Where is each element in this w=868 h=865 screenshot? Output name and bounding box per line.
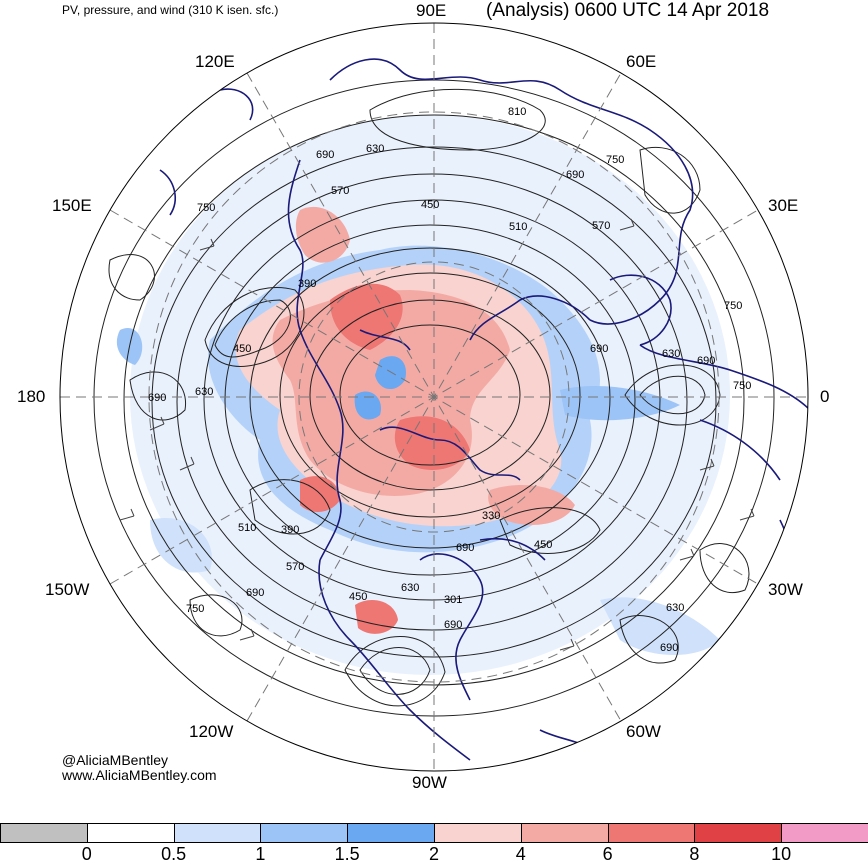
- contour-label: 630: [195, 386, 213, 398]
- colorbar-tick-label: 4: [515, 844, 526, 864]
- contour-label: 390: [298, 278, 316, 290]
- colorbar-segment: [260, 823, 349, 843]
- contour-label: 690: [590, 343, 608, 355]
- colorbar-segment: [607, 823, 696, 843]
- contour-label: 690: [697, 355, 715, 367]
- contour-label: 690: [148, 392, 166, 404]
- colorbar-segment: [0, 823, 88, 843]
- contour-label: 450: [534, 539, 552, 551]
- map-title: (Analysis) 0600 UTC 14 Apr 2018: [486, 0, 770, 21]
- contour-label: 690: [456, 542, 474, 554]
- contour-label: 450: [233, 343, 251, 355]
- colorbar-tick-label: 2: [428, 844, 440, 864]
- colorbar-tick-label: 0: [81, 844, 92, 864]
- pressure-contours: [93, 79, 775, 717]
- graticule: [60, 23, 808, 771]
- contour-label: 570: [286, 561, 304, 573]
- colorbar-segment: [520, 823, 609, 843]
- contour-label: 690: [566, 169, 584, 181]
- colorbar-segment: [694, 823, 783, 843]
- author-website[interactable]: www.AliciaMBentley.com: [62, 767, 217, 783]
- contour-label: 750: [733, 380, 751, 392]
- colorbar-segment: [434, 823, 522, 843]
- map-boundary: [59, 22, 809, 772]
- colorbar-tick-label: 10: [771, 844, 792, 864]
- lon-label-90w: 90W: [412, 773, 447, 792]
- lon-label-60e: 60E: [626, 52, 657, 71]
- contour-label: 630: [666, 602, 684, 614]
- contour-label: 750: [186, 603, 204, 615]
- coastlines: [159, 58, 808, 761]
- colorbar-tick-label: 1: [255, 844, 266, 864]
- contour-label: 630: [401, 582, 419, 594]
- colorbar-segment: [86, 823, 175, 843]
- contour-label: 750: [724, 300, 742, 312]
- lon-label-30e: 30E: [768, 196, 799, 215]
- wind-barbs: [119, 218, 755, 651]
- contour-label: 510: [509, 221, 527, 233]
- contour-label-group: 810 630 690 750 690 570 450 510 570 750 …: [148, 106, 751, 654]
- colorbar-tick-label: 0.5: [161, 844, 187, 864]
- colorbar-tick-label: 1.5: [334, 844, 360, 864]
- lon-label-150w: 150W: [45, 580, 90, 599]
- contour-label: 450: [349, 591, 367, 603]
- colorbar-segment: [173, 823, 262, 843]
- contour-label: 690: [444, 619, 462, 631]
- colorbar-segment: [781, 823, 868, 843]
- contour-label: 750: [606, 154, 624, 166]
- colorbar-tick-label: 8: [689, 844, 700, 864]
- map-subtitle: PV, pressure, and wind (310 K isen. sfc.…: [62, 3, 279, 17]
- pv-colorbar: [0, 823, 868, 843]
- contour-label: 390: [281, 524, 299, 536]
- contour-label: 510: [238, 522, 256, 534]
- contour-label: 450: [421, 199, 439, 211]
- contour-label: 690: [660, 642, 678, 654]
- lon-label-120w: 120W: [189, 722, 234, 741]
- contour-label: 570: [592, 220, 610, 232]
- lon-label-60w: 60W: [626, 722, 661, 741]
- colorbar-tick-label: 6: [602, 844, 613, 864]
- lon-label-120e: 120E: [195, 52, 235, 71]
- contour-label: 301: [444, 594, 462, 606]
- contour-label: 690: [246, 587, 264, 599]
- contour-label: 330: [482, 510, 500, 522]
- contour-label: 630: [366, 143, 384, 155]
- contour-label: 570: [331, 185, 349, 197]
- contour-label: 810: [508, 106, 526, 118]
- lon-label-180: 180: [17, 387, 46, 406]
- lon-label-90e: 90E: [416, 1, 447, 20]
- author-handle: @AliciaMBentley: [62, 752, 169, 768]
- lon-label-0: 0: [820, 387, 830, 406]
- contour-label: 690: [316, 149, 334, 161]
- contour-label: 750: [197, 202, 215, 214]
- contour-label: 630: [662, 348, 680, 360]
- lon-label-30w: 30W: [768, 580, 803, 599]
- lon-label-150e: 150E: [52, 196, 92, 215]
- colorbar-segment: [347, 823, 435, 843]
